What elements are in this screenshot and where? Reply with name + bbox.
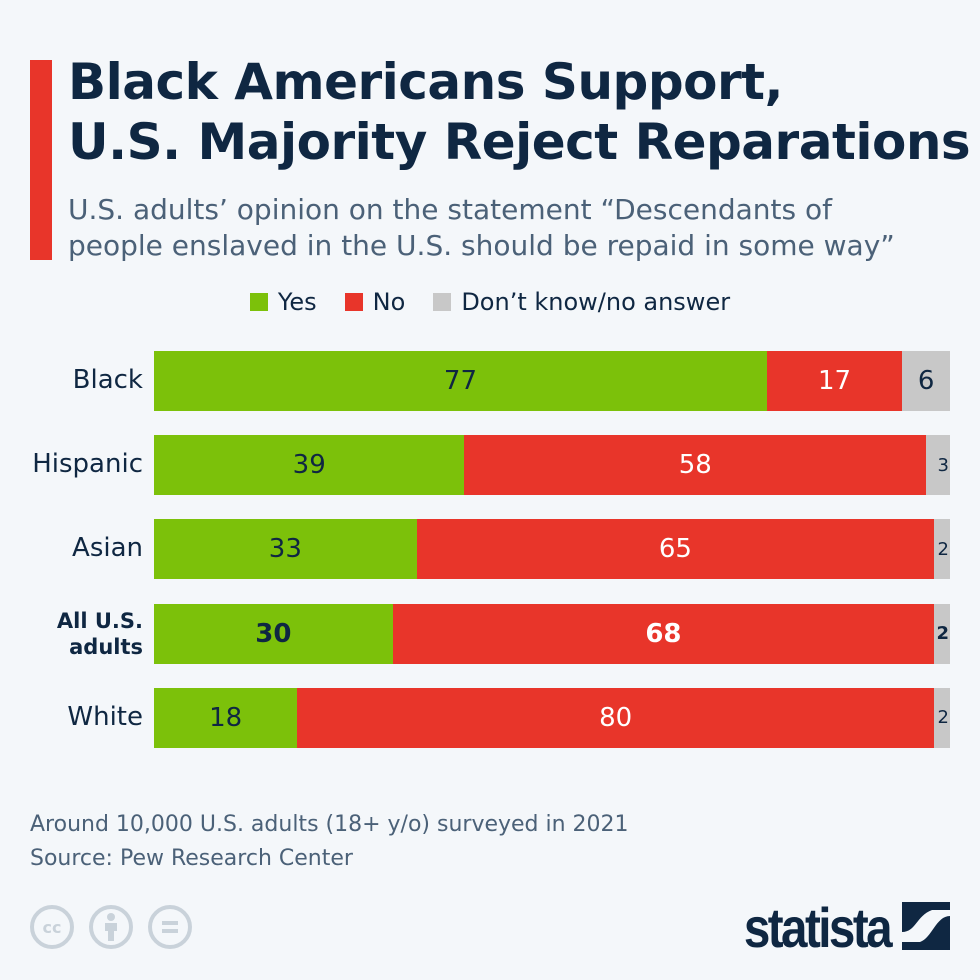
data-label: 65	[658, 534, 692, 565]
data-label: 33	[268, 534, 302, 565]
bar-segment-dont-know: 3	[926, 435, 950, 496]
category-label: Black	[72, 365, 143, 395]
bar-segment-no: 58	[464, 435, 927, 496]
statista-logo-mark	[902, 902, 950, 950]
category-label: White	[67, 701, 143, 732]
title-line: U.S. Majority Reject Reparations	[68, 113, 971, 171]
bar-segment-no: 17	[766, 351, 903, 411]
data-label: 18	[209, 702, 243, 733]
chart-subtitle: U.S. adults’ opinion on the statement “D…	[68, 192, 895, 264]
bar-segment-yes: 18	[154, 687, 298, 748]
data-label: 2	[936, 623, 949, 645]
subtitle-line: U.S. adults’ opinion on the statement “D…	[68, 193, 832, 226]
bar-segment-dont-know: 2	[934, 687, 950, 748]
legend-label: Yes	[277, 288, 317, 316]
category-label: Asian	[72, 533, 143, 564]
bar-segment-dont-know: 6	[902, 351, 950, 411]
data-label: 80	[599, 702, 633, 733]
data-label: 68	[645, 618, 682, 649]
data-label: 3	[937, 454, 949, 476]
data-label: 2	[937, 538, 949, 560]
category-label: Hispanic	[32, 449, 143, 480]
legend-label: Don’t know/no answer	[461, 288, 731, 316]
bar-segment-no: 68	[392, 603, 935, 664]
bar-segment-yes: 30	[154, 603, 393, 664]
legend-item-yes: Yes	[249, 288, 317, 316]
legend-swatch	[344, 293, 363, 311]
cc-icon: cc	[30, 905, 74, 949]
data-label: 17	[818, 366, 852, 396]
data-label: 30	[255, 618, 292, 649]
bar-segment-no: 65	[416, 519, 935, 580]
bar-segment-dont-know: 2	[934, 519, 950, 580]
legend-swatch	[433, 293, 452, 311]
survey-note: Around 10,000 U.S. adults (18+ y/o) surv…	[30, 812, 629, 837]
data-label: 39	[292, 450, 326, 481]
source-note: Source: Pew Research Center	[30, 846, 353, 871]
bar-segment-yes: 33	[154, 519, 417, 580]
legend-label: No	[372, 288, 406, 316]
category-label: All U.S. adults	[56, 608, 143, 659]
legend: Yes No Don’t know/no answer	[0, 288, 980, 316]
attribution-icon	[89, 905, 133, 949]
data-label: 6	[917, 366, 935, 396]
legend-item-dont-know: Don’t know/no answer	[433, 288, 730, 316]
statista-logo[interactable]: statista	[743, 896, 893, 959]
legend-swatch	[249, 293, 268, 311]
subtitle-line: people enslaved in the U.S. should be re…	[68, 229, 895, 262]
bar-segment-no: 80	[297, 687, 935, 748]
chart-title: Black Americans Support, U.S. Majority R…	[68, 52, 971, 172]
bar-segment-yes: 77	[154, 351, 767, 411]
data-label: 77	[443, 366, 477, 396]
data-label: 2	[937, 707, 949, 729]
bar-segment-yes: 39	[154, 435, 465, 496]
no-derivatives-icon	[148, 905, 192, 949]
title-line: Black Americans Support,	[68, 53, 784, 111]
accent-bar	[30, 60, 52, 260]
legend-item-no: No	[344, 288, 406, 316]
data-label: 58	[678, 450, 712, 481]
bar-segment-dont-know: 2	[934, 603, 950, 664]
